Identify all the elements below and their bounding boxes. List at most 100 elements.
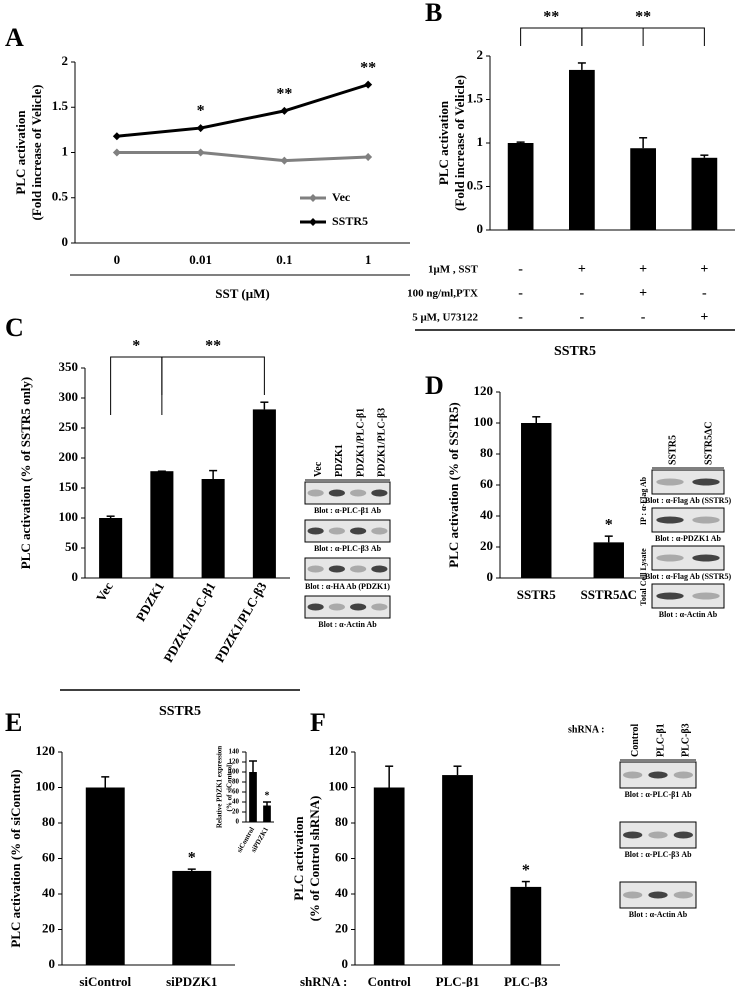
blot-panel [304,557,391,581]
blot-panel [304,481,391,505]
y-axis-label: (Fold increase of Velicle) [29,85,44,221]
bar [569,69,595,230]
condition-sign: - [518,262,523,277]
blot-band [307,565,324,573]
blot-label: Blot : α-Flag Ab (SSTR5) [645,572,732,581]
y-tick-label: 100 [474,414,494,429]
blot-band [656,554,684,562]
condition-sign: - [702,286,707,301]
y-tick-label: 100 [329,778,349,793]
y-tick-label: 60 [232,788,240,796]
y-tick-label: 20 [335,920,348,935]
condition-sign: + [700,262,708,277]
blot-label: Blot : α-PLC-β1 Ab [624,790,692,799]
bar [172,870,212,965]
y-tick-label: 2 [62,53,69,68]
marker [112,148,121,157]
x-tick-label: SSTR5 [517,587,557,602]
condition-sign: - [580,310,585,325]
x-tick-label: SSTR5ΔC [580,587,637,602]
blot-band [307,489,324,497]
panel-letter: E [5,708,22,737]
y-tick-label: 80 [335,814,348,829]
y-tick-label: 0 [62,234,69,249]
blot-label: Blot : α-Actin Ab [629,910,688,919]
legend-label: SSTR5 [332,214,368,228]
condition-sign: + [578,262,586,277]
blot-band [648,831,668,839]
y-tick-label: 50 [65,539,78,554]
y-tick-label: 250 [59,419,79,434]
y-tick-label: 120 [329,743,349,758]
blot-band [371,565,388,573]
x-tick-label: Vec [93,579,116,604]
x-tick-label: Control [368,974,411,987]
y-axis-label: Relative PDZK1 expression [216,746,224,828]
significance-bracket [581,27,705,46]
bar [201,479,225,578]
y-axis-label: PLC activation (% of siControl) [8,769,23,947]
bar [99,518,123,578]
blot-band [656,478,684,486]
marker [196,148,205,157]
marker [196,124,205,133]
bar [510,886,542,965]
blot-lane-label: PLC-β1 [655,723,666,757]
x-tick-label: PDZK1/PLC-β3 [212,579,270,665]
y-tick-label: 0 [342,956,349,971]
significance-label: ** [543,9,559,26]
blot-lane-label: PLC-β3 [681,723,692,757]
x-tick-label: 0 [114,252,121,267]
bar [85,787,125,965]
significance-star: * [522,862,530,879]
y-tick-label: 120 [229,758,240,766]
significance-star: * [188,849,196,866]
marker [280,106,289,115]
significance-label: * [132,338,140,355]
significance-label: ** [205,338,221,355]
y-tick-label: 20 [42,920,55,935]
y-tick-label: 80 [480,445,493,460]
y-tick-label: 0 [487,569,494,584]
blot-band [673,891,693,899]
y-tick-label: 60 [42,849,55,864]
blot-label: Blot : α-Flag Ab (SSTR5) [645,496,732,505]
blot-band [307,527,324,535]
panel-letter: B [425,0,442,27]
blot-band [656,592,684,600]
blot-label: Blot : α-Actin Ab [659,610,718,619]
bar [507,143,534,230]
blot-lane-label: PDZK1/PLC-β3 [377,408,388,477]
y-tick-label: 20 [232,808,240,816]
y-tick-label: 20 [480,538,493,553]
y-tick-label: 100 [59,509,79,524]
y-axis-label: PLC activation [436,100,451,185]
legend-marker [309,194,317,202]
y-tick-label: 60 [335,849,348,864]
blot-band [371,489,388,497]
y-tick-label: 60 [480,476,493,491]
condition-sign: + [700,310,708,325]
blot-lane-label: SSTR5ΔC [703,421,714,465]
blot-label: Blot : α-PLC-β3 Ab [624,850,692,859]
y-tick-label: 1.5 [52,98,69,113]
bar [263,805,271,822]
blot-band [328,603,345,611]
blot-side-label: IP : α-Flag Ab [639,476,648,525]
y-axis-label: (% of siControl) [226,762,234,812]
blot-band [692,516,720,524]
panel-letter: F [310,708,326,737]
blot-prefix: shRNA : [568,724,604,735]
blot-band [692,478,720,486]
bar [150,471,174,578]
y-tick-label: 0 [49,956,56,971]
blot-band [350,489,367,497]
bar [249,772,257,822]
condition-sign: + [639,286,647,301]
bar [691,157,718,230]
x-tick-label: 1 [365,252,372,267]
blot-band [623,831,643,839]
y-tick-label: 200 [59,449,79,464]
